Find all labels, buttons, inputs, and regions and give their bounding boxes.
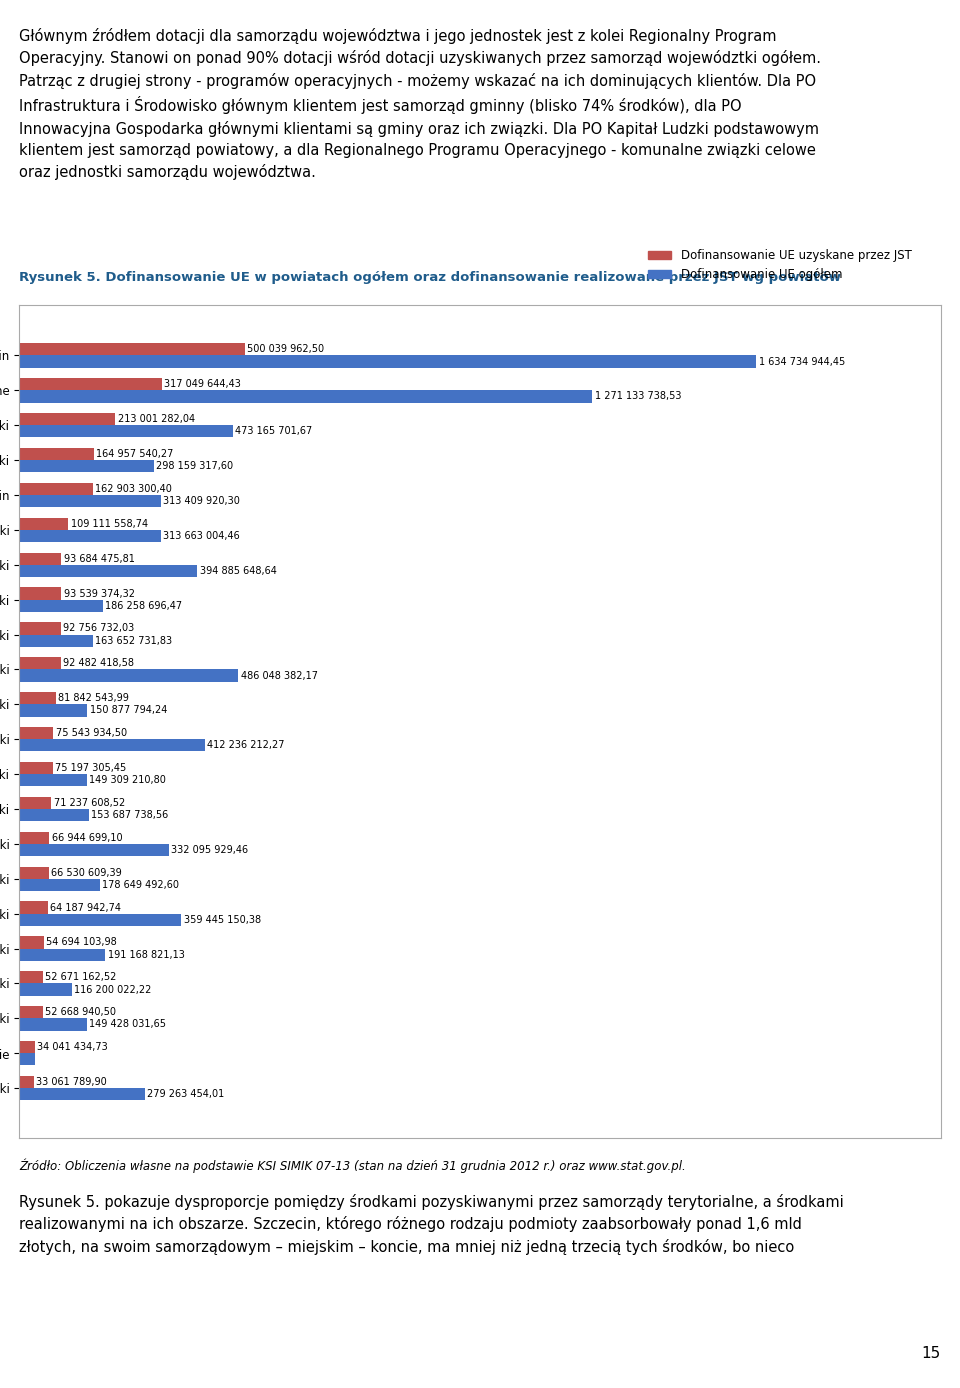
- Bar: [19, 727, 53, 740]
- Text: 213 001 282,04: 213 001 282,04: [117, 414, 195, 425]
- Bar: [19, 425, 232, 437]
- Bar: [19, 809, 88, 822]
- Text: 178 649 492,60: 178 649 492,60: [102, 880, 179, 890]
- Bar: [19, 831, 49, 844]
- Text: 332 095 929,46: 332 095 929,46: [171, 845, 249, 855]
- Text: 149 309 210,80: 149 309 210,80: [88, 776, 166, 786]
- Bar: [19, 984, 72, 995]
- Text: Rysunek 5. Dofinansowanie UE w powiatach ogółem oraz dofinansowanie realizowane : Rysunek 5. Dofinansowanie UE w powiatach…: [19, 271, 841, 285]
- Legend: Dofinansowanie UE uzyskane przez JST, Dofinansowanie UE ogółem: Dofinansowanie UE uzyskane przez JST, Do…: [643, 244, 917, 286]
- Text: 54 694 103,98: 54 694 103,98: [46, 937, 117, 948]
- Text: 186 258 696,47: 186 258 696,47: [106, 601, 182, 611]
- Bar: [19, 866, 49, 879]
- Bar: [19, 1076, 35, 1088]
- Text: 191 168 821,13: 191 168 821,13: [108, 949, 184, 959]
- Text: Głównym źródłem dotacji dla samorządu województwa i jego jednostek jest z kolei : Głównym źródłem dotacji dla samorządu wo…: [19, 28, 821, 180]
- Text: 1 634 734 944,45: 1 634 734 944,45: [758, 357, 845, 366]
- Text: 317 049 644,43: 317 049 644,43: [164, 379, 241, 389]
- Text: 298 159 317,60: 298 159 317,60: [156, 461, 233, 471]
- Text: 71 237 608,52: 71 237 608,52: [54, 798, 125, 808]
- Text: 1 271 133 738,53: 1 271 133 738,53: [595, 391, 682, 401]
- Bar: [19, 844, 169, 856]
- Bar: [19, 355, 756, 368]
- Bar: [19, 448, 93, 459]
- Bar: [19, 797, 51, 809]
- Text: 52 668 940,50: 52 668 940,50: [45, 1008, 116, 1017]
- Text: 75 543 934,50: 75 543 934,50: [56, 729, 127, 738]
- Bar: [19, 937, 44, 948]
- Text: 394 885 648,64: 394 885 648,64: [200, 566, 276, 576]
- Text: 92 756 732,03: 92 756 732,03: [63, 623, 134, 633]
- Text: 313 663 004,46: 313 663 004,46: [163, 532, 240, 541]
- Bar: [19, 1006, 43, 1019]
- Text: 109 111 558,74: 109 111 558,74: [71, 519, 148, 529]
- Bar: [19, 901, 48, 913]
- Text: 359 445 150,38: 359 445 150,38: [183, 915, 261, 924]
- Bar: [19, 390, 592, 403]
- Text: 92 482 418,58: 92 482 418,58: [63, 658, 134, 668]
- Bar: [19, 496, 160, 507]
- Bar: [19, 775, 86, 787]
- Bar: [19, 518, 68, 530]
- Bar: [19, 530, 160, 543]
- Bar: [19, 587, 61, 600]
- Bar: [19, 693, 56, 704]
- Text: 33 061 789,90: 33 061 789,90: [36, 1077, 108, 1087]
- Text: 163 652 731,83: 163 652 731,83: [95, 636, 173, 645]
- Bar: [19, 762, 53, 775]
- Bar: [19, 1053, 35, 1066]
- Bar: [19, 343, 245, 355]
- Text: Rysunek 5. pokazuje dysproporcje pomiędzy środkami pozyskiwanymi przez samorządy: Rysunek 5. pokazuje dysproporcje pomiędz…: [19, 1194, 844, 1255]
- Text: 66 944 699,10: 66 944 699,10: [52, 833, 122, 843]
- Text: 149 428 031,65: 149 428 031,65: [89, 1019, 166, 1030]
- Bar: [19, 459, 154, 472]
- Text: 81 842 543,99: 81 842 543,99: [59, 693, 130, 704]
- Bar: [19, 634, 93, 647]
- Text: 52 671 162,52: 52 671 162,52: [45, 973, 116, 983]
- Text: 15: 15: [922, 1346, 941, 1360]
- Text: 93 539 374,32: 93 539 374,32: [63, 589, 134, 598]
- Bar: [19, 657, 60, 669]
- Text: Źródło: Obliczenia własne na podstawie KSI SIMIK 07-13 (stan na dzień 31 grudnia: Źródło: Obliczenia własne na podstawie K…: [19, 1159, 686, 1173]
- Bar: [19, 600, 104, 612]
- Text: 116 200 022,22: 116 200 022,22: [74, 984, 152, 995]
- Bar: [19, 913, 181, 926]
- Bar: [19, 1041, 35, 1053]
- Bar: [19, 1019, 86, 1030]
- Text: 279 263 454,01: 279 263 454,01: [148, 1090, 225, 1099]
- Bar: [19, 552, 61, 565]
- Text: 66 530 609,39: 66 530 609,39: [52, 868, 122, 877]
- Text: 34 041 434,73: 34 041 434,73: [36, 1042, 108, 1052]
- Bar: [19, 622, 61, 634]
- Text: 75 197 305,45: 75 197 305,45: [56, 763, 127, 773]
- Bar: [19, 948, 106, 960]
- Bar: [19, 879, 100, 891]
- Bar: [19, 414, 115, 425]
- Text: 153 687 738,56: 153 687 738,56: [91, 811, 168, 820]
- Text: 486 048 382,17: 486 048 382,17: [241, 670, 318, 680]
- Bar: [19, 669, 238, 682]
- Bar: [19, 1088, 145, 1101]
- Text: 412 236 212,27: 412 236 212,27: [207, 740, 285, 751]
- Text: 500 039 962,50: 500 039 962,50: [247, 344, 324, 354]
- Text: 473 165 701,67: 473 165 701,67: [235, 426, 312, 436]
- Text: 64 187 942,74: 64 187 942,74: [51, 902, 121, 912]
- Text: 93 684 475,81: 93 684 475,81: [63, 554, 134, 564]
- Bar: [19, 483, 93, 496]
- Bar: [19, 565, 198, 577]
- Bar: [19, 972, 43, 984]
- Text: 164 957 540,27: 164 957 540,27: [96, 448, 173, 459]
- Text: 150 877 794,24: 150 877 794,24: [89, 705, 167, 715]
- Text: 313 409 920,30: 313 409 920,30: [163, 496, 240, 507]
- Text: 162 903 300,40: 162 903 300,40: [95, 484, 172, 494]
- Bar: [19, 704, 87, 716]
- Bar: [19, 378, 162, 390]
- Bar: [19, 740, 205, 751]
